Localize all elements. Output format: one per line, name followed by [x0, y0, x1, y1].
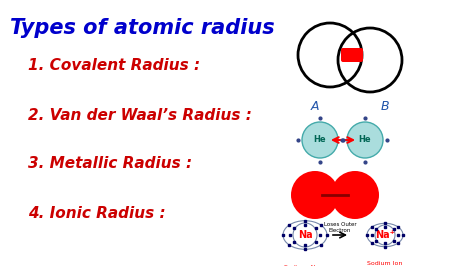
Text: 3. Metallic Radius :: 3. Metallic Radius :	[28, 156, 192, 171]
Circle shape	[375, 225, 395, 245]
Circle shape	[302, 122, 338, 158]
Text: Na: Na	[298, 230, 312, 240]
Circle shape	[293, 223, 317, 247]
Circle shape	[331, 171, 379, 219]
Text: Types of atomic radius: Types of atomic radius	[10, 18, 274, 38]
Text: B: B	[381, 100, 389, 113]
Text: 1. Covalent Radius :: 1. Covalent Radius :	[28, 57, 200, 73]
Text: Sodium Ion: Sodium Ion	[367, 261, 403, 266]
FancyBboxPatch shape	[341, 48, 363, 62]
Text: Electron: Electron	[329, 228, 351, 233]
Text: Loses Outer: Loses Outer	[324, 222, 356, 227]
Circle shape	[291, 171, 339, 219]
Text: 2. Van der Waal’s Radius :: 2. Van der Waal’s Radius :	[28, 107, 252, 123]
Text: Na⁺: Na⁺	[375, 230, 395, 240]
Text: 4. Ionic Radius :: 4. Ionic Radius :	[28, 206, 165, 221]
Text: He: He	[314, 135, 326, 144]
Text: He: He	[359, 135, 371, 144]
Text: A: A	[311, 100, 319, 113]
Text: Sodium Atom: Sodium Atom	[284, 265, 326, 266]
Circle shape	[347, 122, 383, 158]
